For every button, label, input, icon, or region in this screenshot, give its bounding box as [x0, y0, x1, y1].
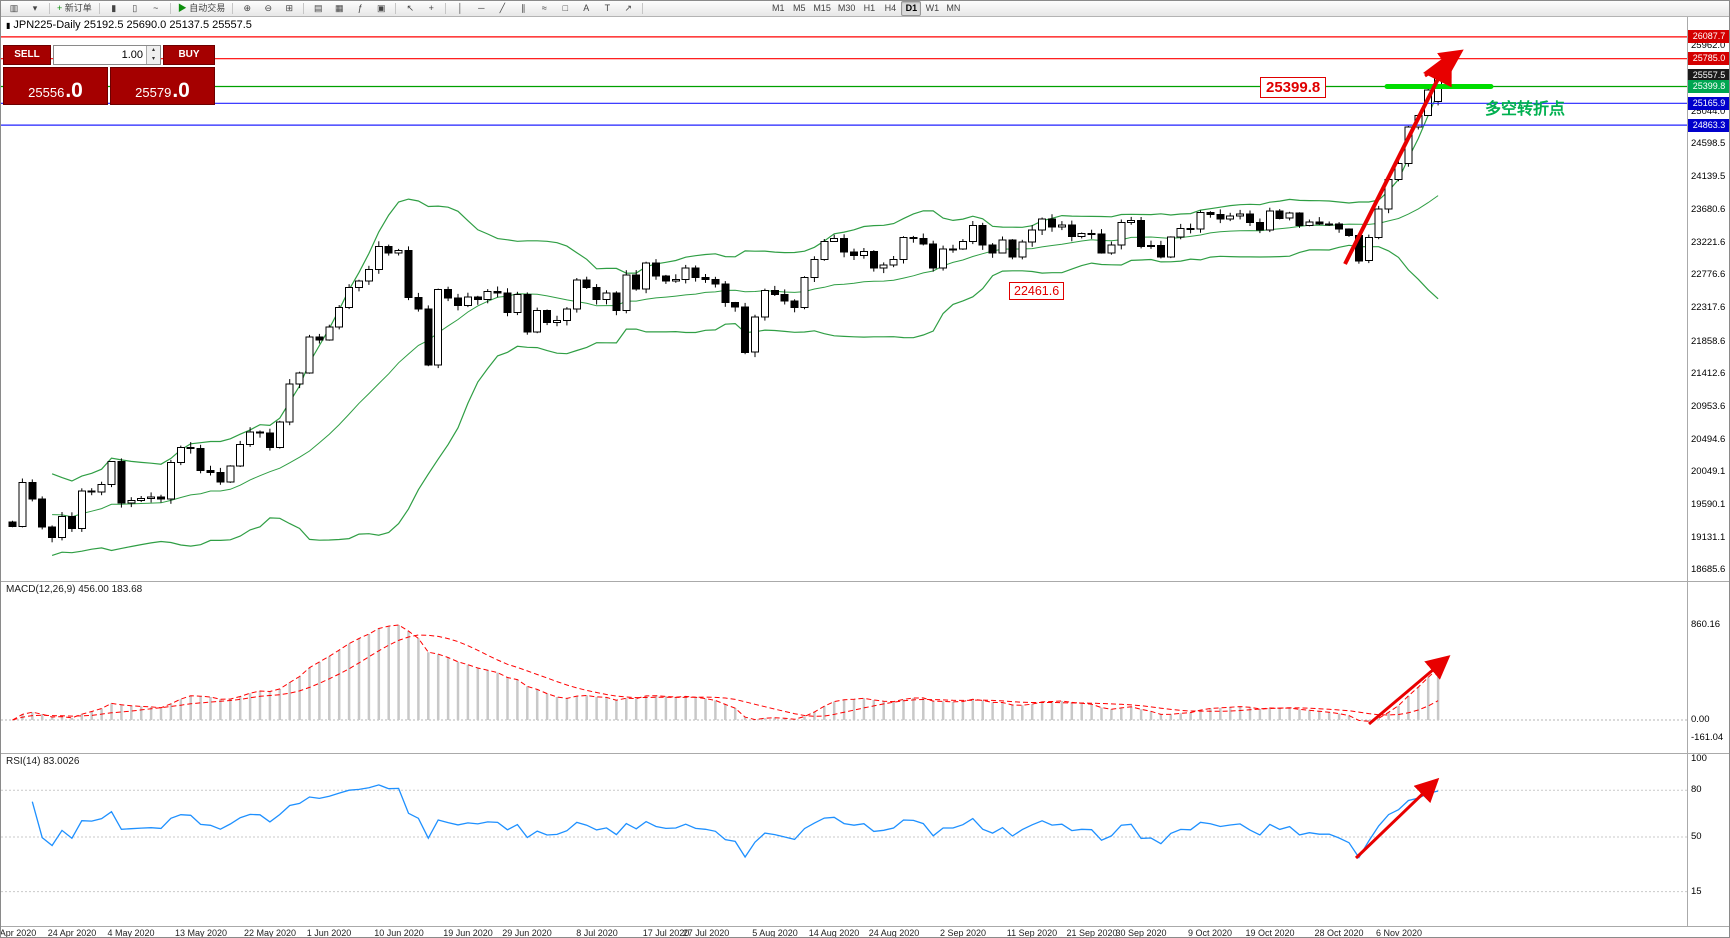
sell-price-frac: .0 — [65, 79, 83, 102]
tile-windows-icon-glyph: ⊞ — [285, 3, 294, 13]
toolbar-separator — [303, 3, 305, 14]
buy-button[interactable]: BUY — [163, 45, 215, 65]
shapes-icon-glyph: □ — [562, 3, 569, 13]
volume-input[interactable]: 1.00 ▴ ▾ — [53, 45, 161, 65]
indicators-icon-glyph: ƒ — [357, 3, 363, 13]
rsi-indicator-label: RSI(14) 83.0026 — [6, 756, 80, 767]
horizontal-line-icon-glyph: ─ — [478, 3, 485, 13]
autotrading-button[interactable]: ▶ 自动交易 — [177, 3, 226, 13]
chart-title: ▮ JPN225-Daily 25192.5 25690.0 25137.5 25… — [6, 19, 252, 31]
timeframe-h4[interactable]: H4 — [884, 3, 897, 13]
buy-price-int: 25579 — [135, 85, 172, 100]
volume-spinner[interactable]: ▴ ▾ — [146, 46, 160, 64]
line-chart-icon-glyph: ~ — [153, 3, 159, 13]
toolbar-separator — [98, 3, 100, 14]
fibonacci-icon[interactable]: ≈ — [534, 1, 554, 16]
templates-icon[interactable]: ▣ — [371, 1, 391, 16]
spinner-up-icon[interactable]: ▴ — [147, 46, 160, 55]
timeframe-m5[interactable]: M5 — [793, 3, 806, 13]
timeframe-m30[interactable]: M30 — [837, 3, 856, 13]
chart-title-text: JPN225-Daily 25192.5 25690.0 25137.5 255… — [13, 19, 252, 31]
toolbar-separator — [169, 3, 171, 14]
shapes-icon[interactable]: □ — [555, 1, 575, 16]
price-annotation-25399: 25399.8 — [1260, 77, 1327, 98]
new-order-button-glyph: + — [57, 3, 63, 13]
one-click-trading-panel: SELL 1.00 ▴ ▾ BUY 25556.0 25579.0 — [3, 45, 215, 105]
toolbar-separator — [642, 3, 644, 14]
timeframe-w1[interactable]: W1 — [925, 3, 940, 13]
new-order-button[interactable]: + 新订单 — [57, 3, 92, 13]
zoom-out-icon-glyph: ⊖ — [264, 3, 273, 13]
text-label-icon[interactable]: T — [597, 1, 617, 16]
crosshair-icon[interactable]: + — [421, 1, 441, 16]
vertical-line-icon-glyph: │ — [457, 3, 464, 13]
timeframe-m1[interactable]: M1 — [772, 3, 785, 13]
macd-indicator-label: MACD(12,26,9) 456.00 183.68 — [6, 584, 143, 595]
zoom-out-icon[interactable]: ⊖ — [258, 1, 278, 16]
toolbar-separator — [395, 3, 397, 14]
timeframe-m15[interactable]: M15 — [813, 3, 831, 13]
data-window-icon-glyph: ▦ — [335, 3, 344, 13]
turning-point-label: 多空转折点 — [1485, 101, 1566, 118]
timeframe-h1[interactable]: H1 — [863, 3, 876, 13]
bar-chart-icon-glyph: ▮ — [111, 3, 117, 13]
timeframe-mn[interactable]: MN — [946, 3, 961, 13]
autotrading-button-glyph: ▶ — [177, 3, 187, 13]
text-label-icon-glyph: T — [604, 3, 611, 13]
trendline-icon-glyph: ╱ — [499, 3, 506, 13]
charts-icon[interactable]: ▥ — [4, 1, 24, 16]
zoom-in-icon[interactable]: ⊕ — [237, 1, 257, 16]
channel-icon-glyph: ∥ — [521, 3, 526, 13]
volume-value: 1.00 — [121, 49, 143, 61]
charts-icon-glyph: ▥ — [9, 3, 19, 13]
buy-price-frac: .0 — [172, 79, 190, 102]
horizontal-line-icon[interactable]: ─ — [471, 1, 491, 16]
navigator-icon[interactable]: ▤ — [308, 1, 328, 16]
templates-icon-glyph: ▣ — [377, 3, 386, 13]
candlestick-icon: ▮ — [6, 21, 11, 30]
candlestick-chart-icon-glyph: ▯ — [132, 3, 138, 13]
navigator-icon-glyph: ▤ — [314, 3, 323, 13]
arrows-icon-glyph: ↗ — [624, 3, 633, 13]
chart-dropdown-icon-glyph: ▾ — [32, 3, 38, 13]
bar-chart-icon[interactable]: ▮ — [104, 1, 124, 16]
text-icon[interactable]: A — [576, 1, 596, 16]
buy-price-display[interactable]: 25579.0 — [110, 67, 215, 105]
fibonacci-icon-glyph: ≈ — [541, 3, 547, 13]
crosshair-icon-glyph: + — [428, 3, 434, 13]
tile-windows-icon[interactable]: ⊞ — [279, 1, 299, 16]
sell-button[interactable]: SELL — [3, 45, 51, 65]
timeframe-d1[interactable]: D1 — [901, 1, 922, 16]
candlestick-chart-icon[interactable]: ▯ — [125, 1, 145, 16]
sell-price-display[interactable]: 25556.0 — [3, 67, 108, 105]
trendline-icon[interactable]: ╱ — [492, 1, 512, 16]
main-toolbar: ▥ ▾ + 新订单 ▮ ▯ ~ ▶ 自动交易 ⊕ ⊖ ⊞ ▤ ▦ ƒ ▣ ↖ + │ ─ ╱ ∥ ≈ □ A T ↗ M1 M5 M1… — [1, 1, 1729, 17]
data-window-icon[interactable]: ▦ — [329, 1, 349, 16]
indicators-icon[interactable]: ƒ — [350, 1, 370, 16]
text-icon-glyph: A — [583, 3, 590, 13]
chart-dropdown-icon[interactable]: ▾ — [25, 1, 45, 16]
channel-icon[interactable]: ∥ — [513, 1, 533, 16]
zoom-in-icon-glyph: ⊕ — [243, 3, 252, 13]
cursor-icon[interactable]: ↖ — [400, 1, 420, 16]
sell-price-int: 25556 — [28, 85, 65, 100]
vertical-line-icon[interactable]: │ — [450, 1, 470, 16]
arrows-icon[interactable]: ↗ — [618, 1, 638, 16]
spinner-down-icon[interactable]: ▾ — [147, 55, 160, 64]
toolbar-spacer — [647, 8, 767, 9]
toolbar-separator — [445, 3, 447, 14]
price-annotation-22461: 22461.6 — [1009, 282, 1065, 300]
toolbar-separator — [49, 3, 50, 14]
line-chart-icon[interactable]: ~ — [146, 1, 166, 16]
cursor-icon-glyph: ↖ — [406, 3, 415, 13]
toolbar-separator — [232, 3, 234, 14]
